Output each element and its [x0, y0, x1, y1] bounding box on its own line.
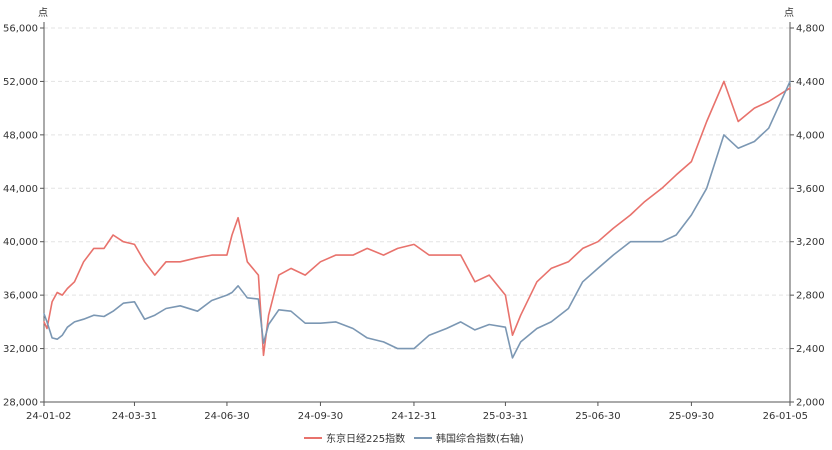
left-tick-label: 28,000	[3, 398, 38, 409]
series-lines	[43, 80, 791, 359]
x-tick-label: 24-06-30	[204, 411, 249, 422]
right-tick-label: 3,200	[796, 237, 825, 248]
x-tick-label: 24-09-30	[298, 411, 343, 422]
left-tick-label: 48,000	[3, 130, 38, 141]
left-tick-label: 52,000	[3, 77, 38, 88]
right-tick-label: 4,400	[796, 77, 825, 88]
left-tick-label: 40,000	[3, 237, 38, 248]
left-tick-label: 36,000	[3, 291, 38, 302]
legend-label-nikkei: 东京日经225指数	[326, 432, 405, 445]
x-tick-label: 25-09-30	[669, 411, 714, 422]
x-tick-label: 24-01-02	[26, 411, 71, 422]
legend: 东京日经225指数 韩国综合指数(右轴)	[304, 432, 524, 445]
right-tick-label: 3,600	[796, 184, 825, 195]
left-tick-label: 44,000	[3, 184, 38, 195]
right-tick-label: 2,800	[796, 291, 825, 302]
tick-labels: 28,000 2,000 32,000 2,400 36,000 2,800 40,000 3…	[3, 24, 825, 423]
x-tick-label: 25-06-30	[575, 411, 620, 422]
left-axis-unit: 点	[38, 7, 48, 19]
axes	[40, 22, 794, 406]
series-line-nikkei	[43, 80, 791, 357]
left-tick-label: 32,000	[3, 344, 38, 355]
right-tick-label: 2,400	[796, 344, 825, 355]
left-tick-label: 56,000	[3, 24, 38, 35]
x-tick-label: 26-01-05	[763, 411, 808, 422]
legend-label-kospi: 韩国综合指数(右轴)	[436, 432, 524, 445]
right-tick-label: 4,800	[796, 24, 825, 35]
x-tick-label: 24-12-31	[391, 411, 436, 422]
right-axis-unit: 点	[784, 7, 794, 19]
right-tick-label: 4,000	[796, 130, 825, 141]
grid-lines	[44, 27, 790, 350]
right-tick-label: 2,000	[796, 398, 825, 409]
x-tick-label: 25-03-31	[483, 411, 528, 422]
series-line-kospi	[43, 80, 791, 359]
x-tick-label: 24-03-31	[112, 411, 157, 422]
